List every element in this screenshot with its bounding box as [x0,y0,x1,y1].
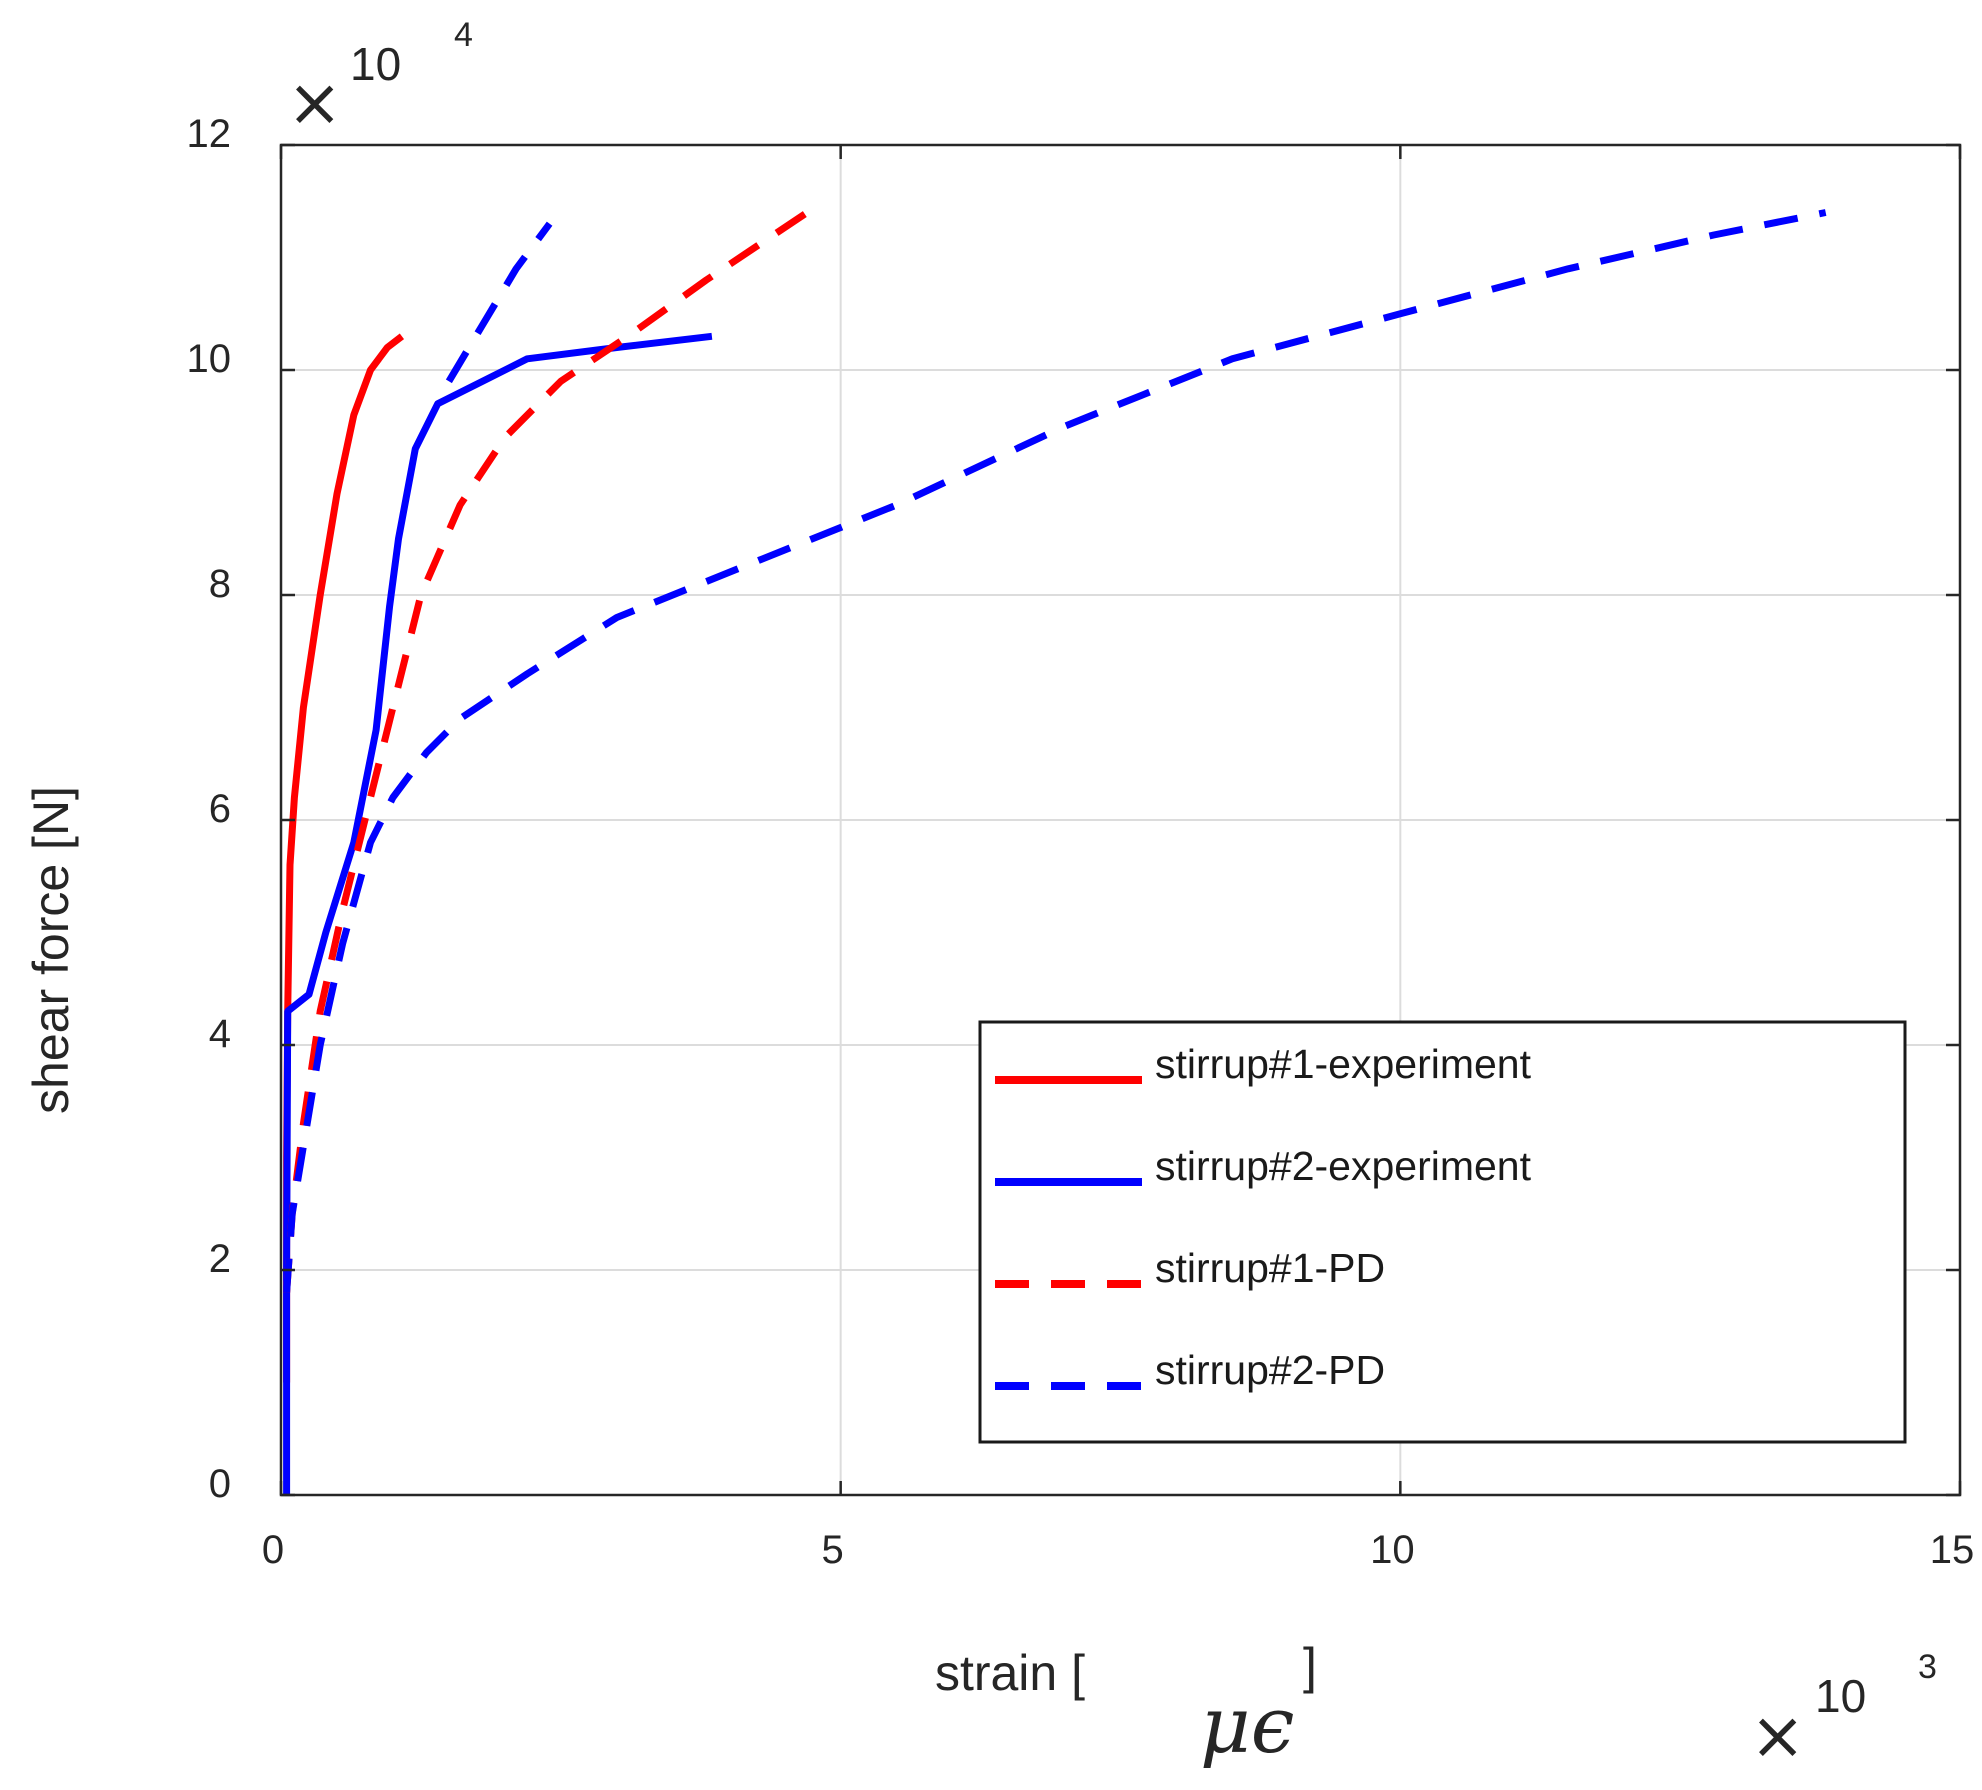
x-tick-label: 10 [1370,1528,1415,1572]
y-tick-label: 0 [209,1462,231,1506]
x-multiplier-times: × [1750,1697,1805,1774]
x-multiplier-base: 10 [1815,1670,1866,1722]
series-line-stirrup-1-pd [283,209,810,1293]
y-tick-label: 2 [209,1237,231,1281]
legend: stirrup#1-experiment stirrup#2-experiment… [978,1020,1907,1444]
series-line-stirrup-2-pd-upper [445,221,553,384]
y-multiplier-base: 10 [350,38,401,90]
y-tick-label: 10 [187,337,232,381]
y-tick-label: 8 [209,562,231,606]
legend-box [978,1020,1907,1444]
tick-labels: 0 5 10 15 0 2 4 6 8 10 12 [187,112,1975,1572]
y-multiplier-exponent: 4 [454,16,473,54]
legend-label: stirrup#1-PD [1155,1245,1385,1291]
series-line-stirrup-2-experiment [283,332,713,1495]
legend-label: stirrup#2-PD [1155,1347,1385,1393]
x-axis-label-prefix: strain [ [935,1645,1085,1701]
y-tick-label: 12 [187,112,232,156]
series-line-stirrup-2-pd [283,209,1827,1293]
y-multiplier-times: × [287,64,342,141]
x-tick-label: 15 [1930,1528,1975,1572]
y-tick-label: 4 [209,1012,231,1056]
y-tick-label: 6 [209,787,231,831]
x-multiplier-exponent: 3 [1918,1648,1937,1686]
x-tick-label: 5 [822,1528,844,1572]
legend-label: stirrup#1-experiment [1155,1041,1532,1087]
axes-box [279,143,1962,1497]
y-axis-label: shear force [N] [23,786,79,1114]
series-layer [283,209,1827,1495]
x-axis-label-symbol: μϵ [1200,1681,1294,1771]
x-axis-label-suffix: ] [1303,1638,1317,1694]
x-tick-label: 0 [262,1528,284,1572]
legend-label: stirrup#2-experiment [1155,1143,1532,1189]
